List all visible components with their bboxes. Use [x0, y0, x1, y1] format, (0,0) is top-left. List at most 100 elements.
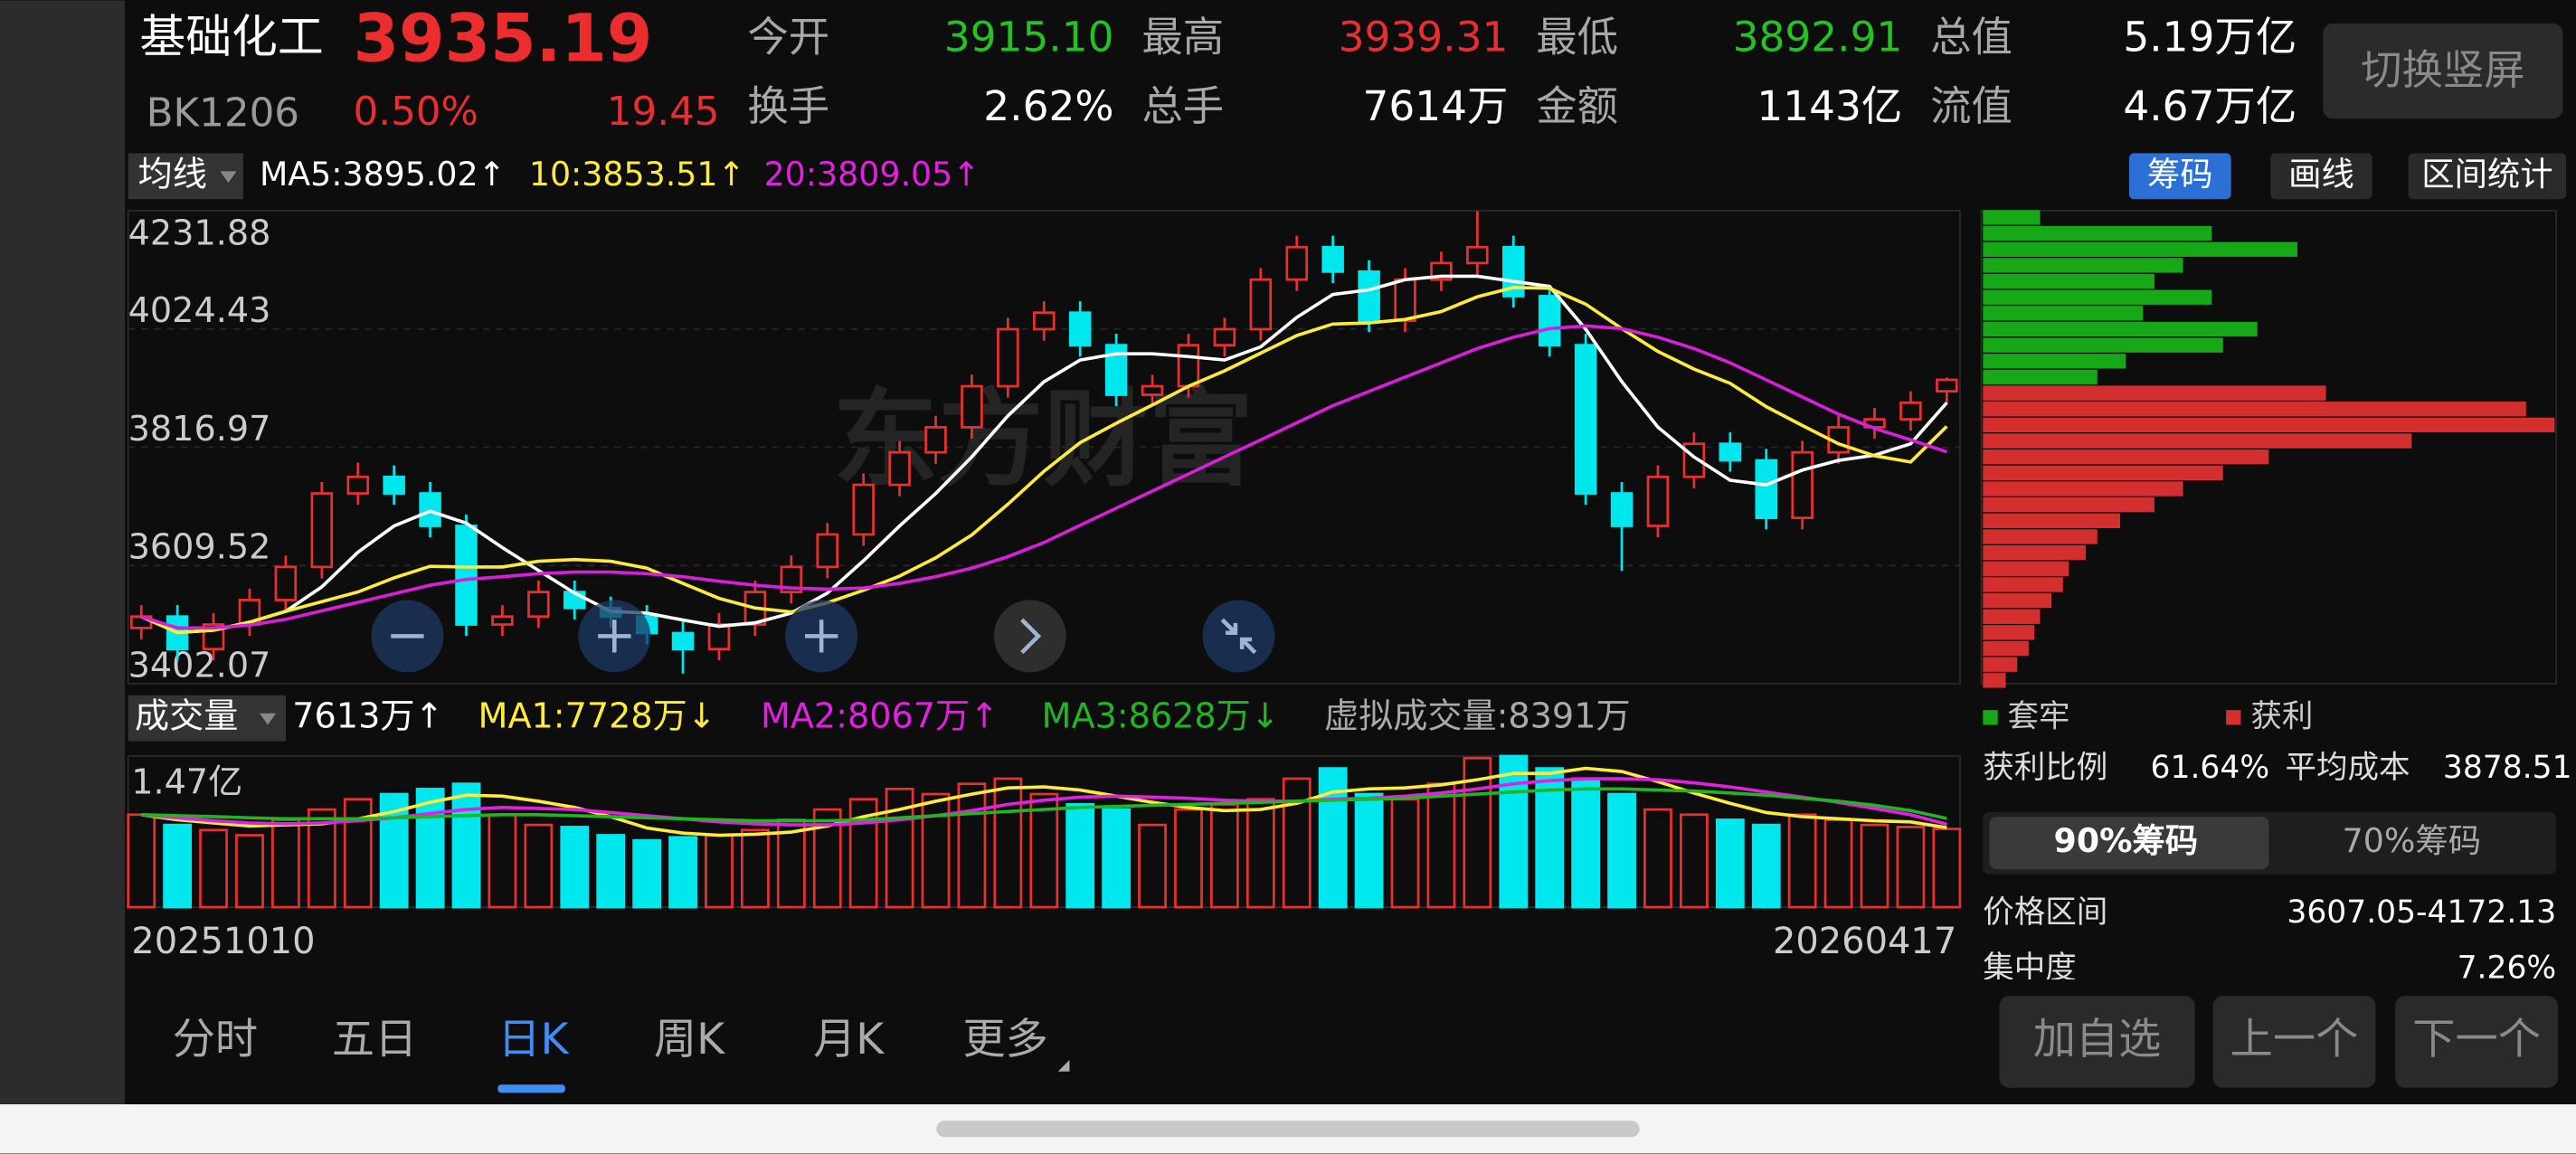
y-tick-label: 4231.88 [128, 213, 271, 253]
period-tab[interactable]: 五日 [332, 1015, 417, 1064]
orientation-button[interactable] [2323, 23, 2563, 119]
volume-bar [127, 813, 156, 909]
chip-rows: 价格区间 3607.05-4172.13 集中度 7.26% [1983, 894, 2557, 987]
period-tab[interactable]: 日K [497, 1015, 569, 1064]
volume-ma-line [141, 787, 1947, 823]
side-strip [0, 0, 126, 1105]
control-icon [805, 620, 838, 653]
chart-control[interactable] [993, 600, 1066, 673]
ma-legend: MA5:3895.02↑ [260, 155, 506, 194]
chip-bar [1983, 592, 2052, 609]
candle-body [274, 565, 298, 601]
period-tab[interactable]: 月K [813, 1015, 885, 1064]
volume-bar [1571, 777, 1601, 909]
tool-button[interactable] [2270, 153, 2372, 200]
ma-line [140, 324, 1947, 630]
candle-body [1285, 245, 1308, 281]
profit-label: 获利比例 [1983, 750, 2107, 786]
candle-body [816, 533, 838, 569]
volume-selector-label: 成交量 [135, 696, 238, 736]
volume-bar [1463, 756, 1492, 909]
chip-bar [1983, 417, 2555, 433]
chip-row-value: 7.26% [2458, 951, 2557, 987]
chip-bar [1983, 258, 2183, 273]
dropdown-icon [220, 171, 237, 184]
dropdown-icon [259, 713, 277, 725]
volume-bar [1102, 808, 1132, 909]
chip-bar [1983, 640, 2029, 657]
orientation-button-label: 切换竖屏 [2361, 46, 2525, 94]
chip-bar [1983, 577, 2063, 592]
y-tick-label: 3609.52 [128, 527, 271, 567]
stat-label: 金额 [1536, 82, 1618, 130]
candle-body [1068, 311, 1092, 347]
stat-label: 最低 [1536, 14, 1618, 61]
x-tick-label: 20251010 [131, 921, 315, 962]
period-tab[interactable]: 分时 [173, 1015, 258, 1064]
candle-body [1719, 442, 1742, 462]
volume-ma-line [141, 777, 1947, 827]
chip-bar [1983, 449, 2269, 465]
action-button[interactable] [2395, 996, 2559, 1088]
chart-control[interactable] [1202, 600, 1275, 673]
candle-body [1249, 278, 1273, 331]
volume-bar [740, 828, 770, 909]
tool-button[interactable] [2408, 153, 2567, 200]
legend-swatch [1983, 710, 1998, 725]
ma-legend: 10:3853.51↑ [529, 155, 745, 194]
volume-bar [957, 782, 987, 909]
chip-bar [1983, 385, 2326, 401]
candle-body [924, 426, 947, 454]
action-button[interactable] [1999, 996, 2195, 1088]
volume-bar [1354, 792, 1384, 909]
profit-label: 平均成本 [2286, 750, 2410, 786]
action-button-label: 下一个 [2412, 1015, 2541, 1064]
volume-bar [1499, 754, 1529, 909]
volume-bar [776, 818, 806, 909]
candle-body [1755, 459, 1777, 520]
period-tab[interactable]: 更多 [962, 1015, 1047, 1064]
change: 19.45 [607, 90, 720, 135]
profit-value: 3878.51 [2443, 750, 2572, 786]
chip-bar [1983, 337, 2223, 353]
tool-button-label: 区间统计 [2421, 155, 2552, 194]
volume-bar [848, 798, 878, 909]
volume-bar [163, 823, 193, 909]
stat-label: 总手 [1141, 82, 1224, 130]
candle-body [1538, 295, 1561, 347]
chip-bar [1983, 657, 2018, 672]
home-indicator[interactable] [936, 1121, 1640, 1138]
chip-bar [1983, 513, 2121, 528]
chip-bar [1983, 306, 2144, 321]
stat-value: 3892.91 [1733, 14, 1903, 61]
ma-line [140, 286, 1948, 635]
candle-body [1358, 270, 1380, 322]
volume-bar [415, 787, 445, 909]
volume-bar [1751, 823, 1781, 909]
volume-bar [993, 777, 1023, 909]
chip-bar [1983, 465, 2223, 481]
volume-legend: 7613万↑ [292, 696, 443, 736]
period-tab[interactable]: 周K [654, 1015, 725, 1064]
stat-value: 3915.10 [944, 14, 1114, 61]
tool-button[interactable] [2128, 153, 2231, 200]
candle-body [888, 450, 911, 487]
candle-body [1321, 245, 1344, 273]
ma-legend: 20:3809.05↑ [764, 155, 980, 194]
ma-line [140, 274, 1948, 635]
action-button[interactable] [2212, 996, 2376, 1088]
candle-body [961, 384, 983, 429]
stat-value: 1143亿 [1757, 82, 1902, 130]
control-icon [1220, 618, 1257, 655]
y-tick-label: 4024.43 [128, 290, 271, 330]
stock-name: 基础化工 [139, 10, 323, 63]
volume-legend: 虚拟成交量:8391万 [1324, 696, 1631, 736]
chip-frame [1980, 210, 2558, 685]
volume-bar [1426, 782, 1456, 909]
volume-bar [1282, 777, 1312, 909]
chip-bar [1983, 433, 2412, 449]
volume-selector[interactable] [128, 695, 287, 742]
chip-bar [1983, 497, 2155, 513]
chip-tab-active[interactable] [1989, 817, 2269, 870]
